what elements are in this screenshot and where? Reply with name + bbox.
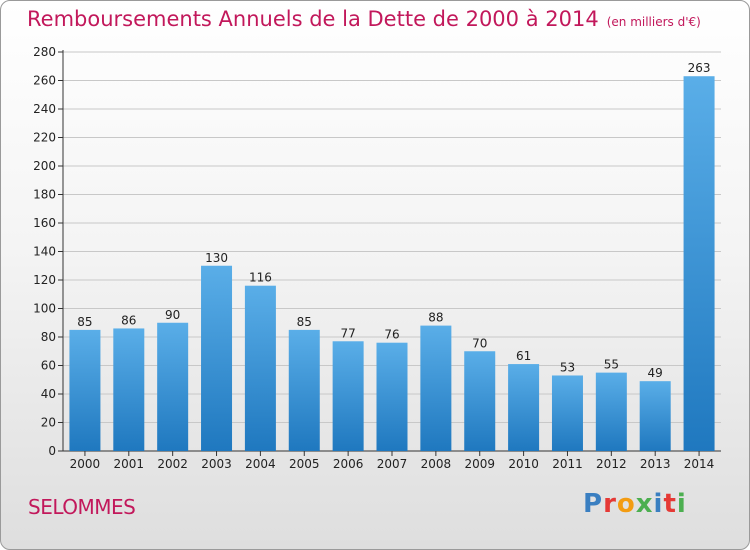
x-tick-label: 2012 [596, 457, 627, 471]
y-tick-label: 80 [41, 330, 56, 344]
chart-title-unit: (en milliers d'€) [606, 15, 701, 29]
proxiti-logo: Proxiti [583, 489, 687, 519]
bar-value-label: 116 [249, 271, 272, 285]
bar-value-label: 70 [472, 336, 487, 350]
y-tick-label: 120 [33, 273, 56, 287]
bar [464, 351, 496, 451]
logo-letter: i [676, 489, 687, 519]
bar-value-label: 130 [205, 251, 228, 265]
x-tick-label: 2007 [377, 457, 408, 471]
bar [157, 322, 189, 451]
x-tick-label: 2009 [464, 457, 495, 471]
logo-letter: o [616, 489, 636, 519]
x-tick-label: 2001 [114, 457, 145, 471]
y-tick-label: 160 [33, 216, 56, 230]
bar-value-label: 53 [560, 360, 575, 374]
bar-value-label: 49 [648, 366, 663, 380]
bar [683, 76, 715, 451]
x-tick-label: 2006 [333, 457, 364, 471]
bar [551, 375, 583, 451]
y-tick-label: 40 [41, 387, 56, 401]
y-tick-label: 200 [33, 159, 56, 173]
bar-value-label: 77 [340, 326, 355, 340]
y-tick-label: 220 [33, 131, 56, 145]
bar-value-label: 88 [428, 311, 443, 325]
x-tick-label: 2005 [289, 457, 320, 471]
x-tick-label: 2014 [684, 457, 715, 471]
bar [288, 329, 320, 451]
chart-title: Remboursements Annuels de la Dette de 20… [27, 7, 701, 31]
logo-letter: x [635, 489, 654, 519]
bar [508, 364, 540, 451]
x-tick-label: 2008 [421, 457, 452, 471]
bar-value-label: 76 [384, 328, 399, 342]
x-tick-label: 2004 [245, 457, 276, 471]
bar [69, 329, 101, 451]
x-tick-label: 2011 [552, 457, 583, 471]
bar [420, 325, 452, 451]
bar-value-label: 263 [688, 61, 711, 75]
logo-letter: P [583, 489, 604, 519]
x-tick-label: 2003 [201, 457, 232, 471]
y-tick-label: 20 [41, 416, 56, 430]
labels: 0 20 40 60 80 100 120 140 160 180 200 220 240 260 280 8… [33, 45, 714, 471]
y-tick-label: 260 [33, 74, 56, 88]
bar-value-label: 85 [77, 315, 92, 329]
bar [639, 381, 671, 451]
logo-letter: i [653, 489, 664, 519]
bar-value-label: 86 [121, 313, 136, 327]
bar [113, 328, 145, 451]
x-tick-label: 2002 [157, 457, 188, 471]
y-tick-label: 140 [33, 245, 56, 259]
y-tick-label: 0 [48, 444, 56, 458]
y-tick-label: 180 [33, 188, 56, 202]
y-tick-label: 100 [33, 302, 56, 316]
bar [201, 265, 233, 451]
bar-value-label: 90 [165, 308, 180, 322]
bar-value-label: 85 [297, 315, 312, 329]
y-tick-label: 60 [41, 359, 56, 373]
x-tick-label: 2013 [640, 457, 671, 471]
bar-value-label: 55 [604, 358, 619, 372]
bars [69, 76, 715, 451]
x-tick-label: 2000 [70, 457, 101, 471]
bar-value-label: 61 [516, 349, 531, 363]
bar [376, 342, 408, 451]
logo-letter: r [603, 489, 617, 519]
bar [595, 372, 627, 451]
logo-letter: t [663, 489, 677, 519]
y-tick-label: 240 [33, 102, 56, 116]
chart-title-text: Remboursements Annuels de la Dette de 20… [27, 7, 599, 31]
bar [332, 341, 364, 451]
commune-name: SELOMMES [28, 495, 136, 519]
y-tick-label: 280 [33, 45, 56, 59]
x-tick-label: 2010 [508, 457, 539, 471]
bar [244, 285, 276, 451]
